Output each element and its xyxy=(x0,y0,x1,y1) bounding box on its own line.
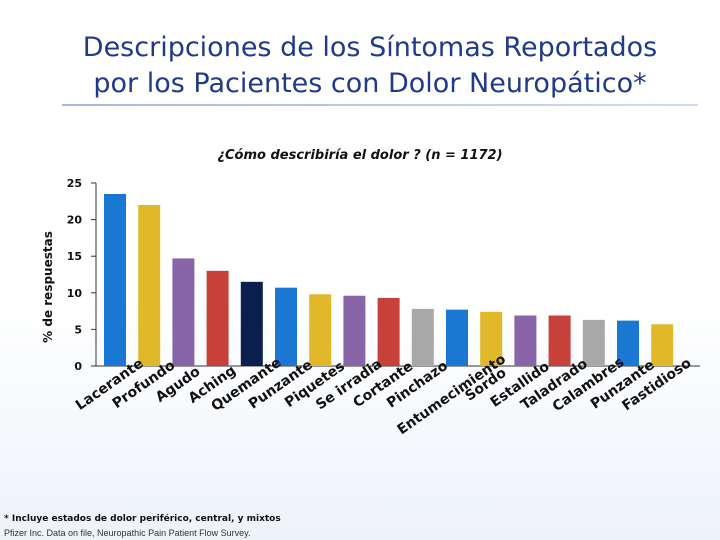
bar-14 xyxy=(548,315,571,366)
bar-5 xyxy=(240,281,263,366)
bar-2 xyxy=(138,204,161,366)
bar-4 xyxy=(206,270,229,366)
bar-16 xyxy=(617,320,639,366)
page-title: Descripciones de los Síntomas Reportados… xyxy=(40,30,700,102)
y-tick-label: 5 xyxy=(74,323,82,336)
bar-6 xyxy=(275,287,297,366)
bar-8 xyxy=(343,295,366,366)
bar-11 xyxy=(446,309,468,366)
y-tick-label: 25 xyxy=(67,177,82,190)
bar-12 xyxy=(480,311,503,366)
bar-1 xyxy=(104,193,126,366)
title-line-2: por los Pacientes con Dolor Neuropático* xyxy=(93,68,647,99)
title-line-1: Descripciones de los Síntomas Reportados xyxy=(82,32,658,63)
chart-title: ¿Cómo describiría el dolor ? (n = 1172) xyxy=(217,148,503,163)
y-tick-label: 0 xyxy=(74,360,82,373)
bar-15 xyxy=(582,319,605,366)
y-tick-label: 15 xyxy=(67,250,82,263)
bar-13 xyxy=(514,315,537,366)
bar-3 xyxy=(172,258,195,366)
source-citation: Pfizer Inc. Data on file, Neuropathic Pa… xyxy=(4,528,251,538)
bar-9 xyxy=(377,297,400,366)
bar-17 xyxy=(651,324,674,366)
bar-7 xyxy=(309,294,332,366)
footnote: * Incluye estados de dolor periférico, c… xyxy=(4,514,281,524)
title-divider xyxy=(62,104,698,106)
y-axis-title: % de respuestas xyxy=(41,231,55,343)
y-tick-label: 20 xyxy=(67,214,83,227)
y-tick-label: 10 xyxy=(67,287,83,300)
bar-10 xyxy=(411,308,434,366)
